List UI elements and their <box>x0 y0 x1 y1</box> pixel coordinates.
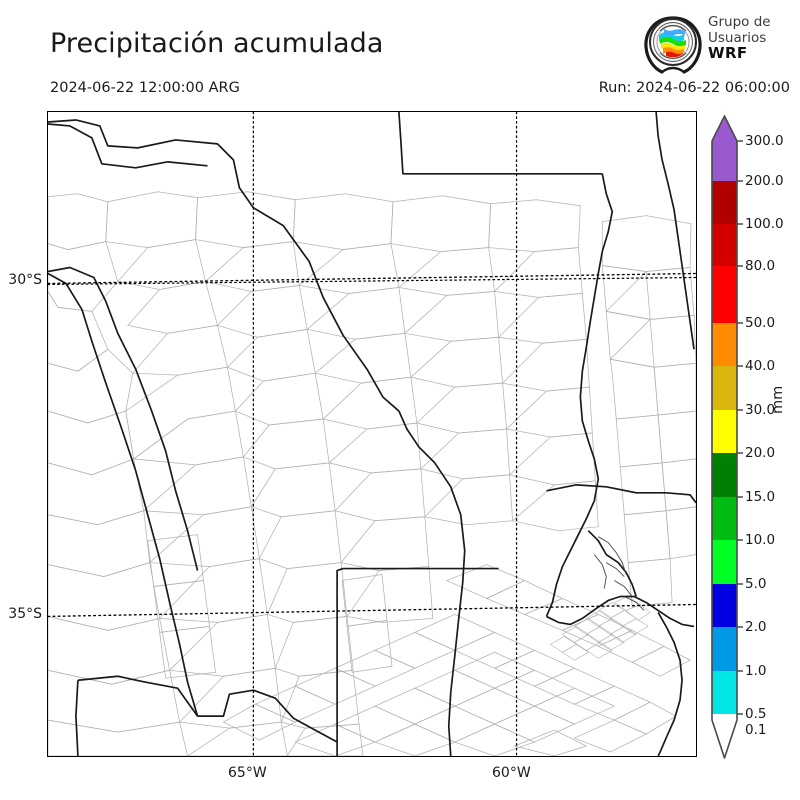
globe-seal-icon <box>642 13 704 75</box>
map-canvas <box>48 112 696 756</box>
colorbar-tick-20: 20.0 <box>745 445 776 461</box>
lat-label-30s: 30°S <box>8 272 42 288</box>
graticule-major <box>48 272 696 618</box>
graticule <box>48 112 696 756</box>
colorbar-tick-05: 0.5 <box>745 706 767 722</box>
colorbar-tick-200: 200.0 <box>745 173 784 189</box>
colorbar-tick-50: 50.0 <box>745 315 776 331</box>
province-boundaries <box>48 112 696 756</box>
colorbar-tick-15: 15.0 <box>745 489 776 505</box>
colorbar-tick-40: 40.0 <box>745 358 776 374</box>
lon-label-60w: 60°W <box>492 765 531 781</box>
colorbar-tick-2: 2.0 <box>745 619 767 635</box>
colorbar-tick-01: 0.1 <box>745 722 767 738</box>
valid-time-label: 2024-06-22 12:00:00 ARG <box>50 80 240 96</box>
page-title: Precipitación acumulada <box>50 28 384 59</box>
logo-text: Grupo de Usuarios WRF <box>708 14 794 62</box>
colorbar-tick-1: 1.0 <box>745 663 767 679</box>
lon-label-65w: 65°W <box>228 765 267 781</box>
lat-label-35s: 35°S <box>8 606 42 622</box>
colorbar-bands <box>712 116 737 758</box>
precipitation-colorbar[interactable]: 300.0 200.0 100.0 80.0 50.0 40.0 30.0 20… <box>700 110 800 762</box>
colorbar-tick-80: 80.0 <box>745 258 776 274</box>
logo-line-1: Grupo de <box>708 14 771 30</box>
colorbar-tick-10: 10.0 <box>745 532 776 548</box>
wrf-user-group-logo: Grupo de Usuarios WRF <box>642 13 794 75</box>
colorbar-canvas <box>711 115 743 759</box>
run-time-label: Run: 2024-06-22 06:00:00 <box>598 80 790 96</box>
colorbar-tick-300: 300.0 <box>745 133 784 149</box>
colorbar-outline <box>711 115 738 759</box>
colorbar-tick-30: 30.0 <box>745 402 776 418</box>
logo-line-3: WRF <box>708 44 748 62</box>
colorbar-tick-100: 100.0 <box>745 216 784 232</box>
colorbar-tick-5: 5.0 <box>745 576 767 592</box>
precipitation-map[interactable] <box>47 111 697 757</box>
colorbar-unit-label: mm <box>770 385 786 414</box>
colorbar-ticks <box>737 140 743 715</box>
logo-line-2: Usuarios <box>708 29 767 46</box>
